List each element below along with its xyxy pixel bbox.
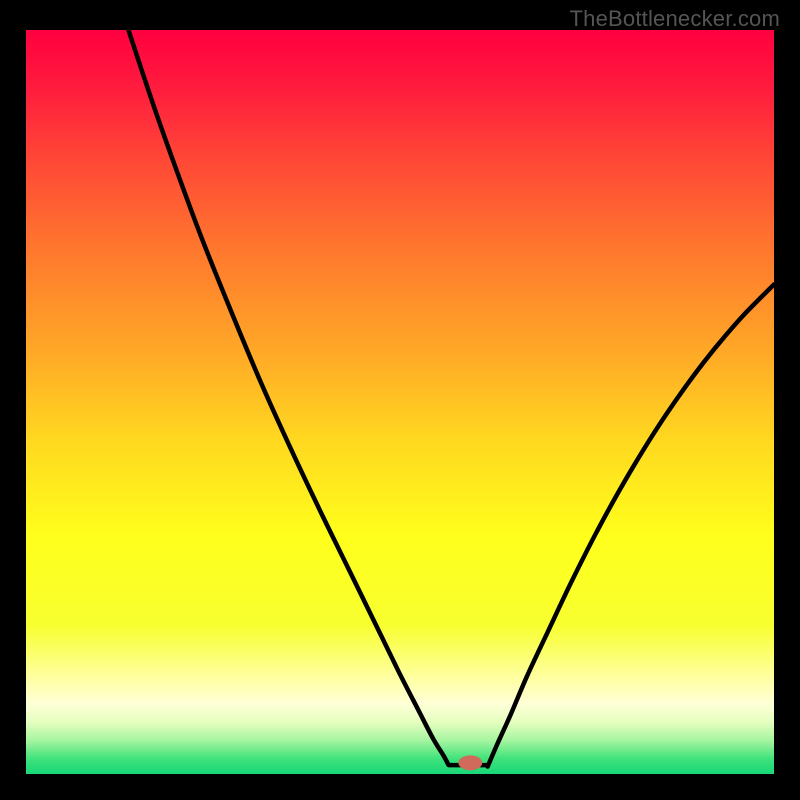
plot-border-right (774, 30, 800, 800)
plot-border-left (0, 30, 26, 800)
bottleneck-chart: TheBottlenecker.com (0, 0, 800, 800)
watermark-text: TheBottlenecker.com (570, 6, 780, 32)
gradient-background (26, 30, 774, 774)
plot-border-bottom (0, 774, 800, 800)
